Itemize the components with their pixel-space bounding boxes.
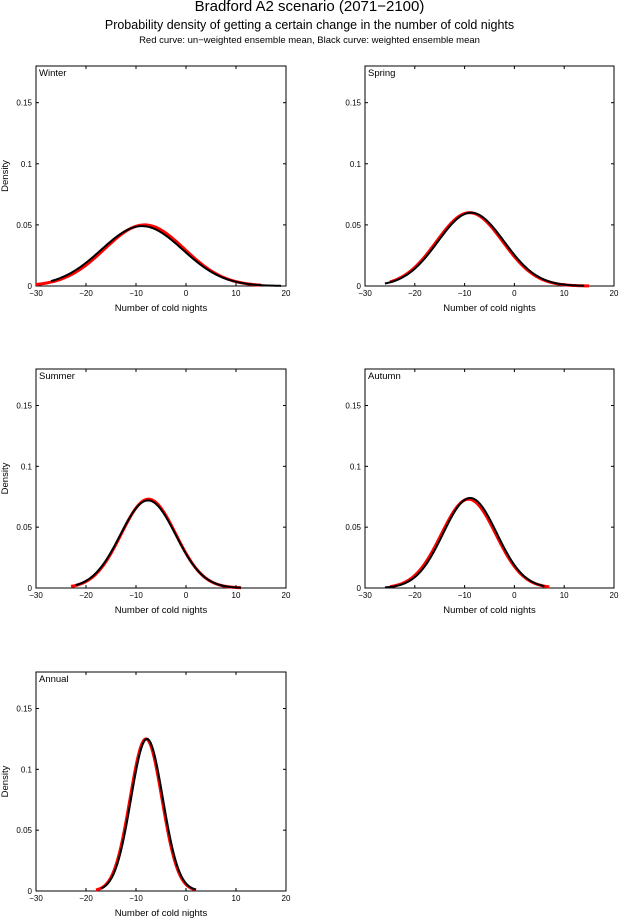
y-tick-label: 0 — [28, 282, 33, 291]
y-axis-label: Density — [0, 160, 11, 192]
y-tick-label: 0.15 — [16, 402, 32, 411]
x-tick-label: 0 — [184, 894, 189, 903]
y-axis-label: Density — [0, 462, 11, 494]
y-axis-label: Density — [0, 765, 11, 797]
unweighted-curve-annual — [95, 737, 197, 892]
x-tick-label: 20 — [610, 289, 619, 298]
x-tick-label: −30 — [29, 289, 43, 298]
x-tick-label: −10 — [129, 289, 143, 298]
panel-label-autumn: Autumn — [368, 371, 401, 382]
x-tick-label: 10 — [232, 591, 241, 600]
x-axis-label: Number of cold nights — [115, 303, 208, 314]
weighted-curve-spring — [384, 211, 585, 287]
unweighted-curve-summer — [70, 497, 242, 590]
unweighted-curve-winter — [35, 223, 262, 287]
x-tick-label: 10 — [560, 591, 569, 600]
y-tick-label: 0.05 — [16, 221, 32, 230]
weighted-curve-annual — [100, 737, 197, 891]
panel-label-winter: Winter — [39, 68, 66, 79]
x-axis-label: Number of cold nights — [443, 605, 536, 616]
x-tick-label: −20 — [79, 894, 93, 903]
x-tick-label: 0 — [512, 591, 517, 600]
y-tick-label: 0.05 — [16, 826, 32, 835]
panel-label-annual: Annual — [39, 674, 69, 685]
x-axis-label: Number of cold nights — [115, 908, 208, 919]
x-tick-label: 20 — [282, 289, 291, 298]
y-tick-label: 0.1 — [350, 462, 362, 471]
y-tick-label: 0.1 — [21, 462, 33, 471]
figure-title: Bradford A2 scenario (2071−2100) — [194, 0, 425, 15]
x-tick-label: −30 — [29, 591, 43, 600]
x-tick-label: −20 — [79, 289, 93, 298]
x-tick-label: −10 — [129, 894, 143, 903]
x-tick-label: 10 — [232, 289, 241, 298]
unweighted-curve-autumn — [389, 497, 550, 589]
y-tick-label: 0 — [28, 584, 33, 593]
y-tick-label: 0.1 — [21, 160, 33, 169]
figure-subtitle: Probability density of getting a certain… — [104, 18, 515, 32]
x-tick-label: −30 — [358, 289, 372, 298]
axes-frame — [35, 671, 287, 892]
weighted-curve-winter — [50, 225, 282, 287]
y-tick-label: 0 — [28, 887, 33, 896]
y-tick-label: 0.05 — [16, 523, 32, 532]
y-tick-label: 0.15 — [345, 99, 361, 108]
y-tick-label: 0.1 — [350, 160, 362, 169]
x-tick-label: 0 — [184, 289, 189, 298]
y-tick-label: 0.15 — [16, 705, 32, 714]
x-tick-label: −20 — [408, 289, 422, 298]
x-axis-label: Number of cold nights — [115, 605, 208, 616]
panel-label-summer: Summer — [39, 371, 75, 382]
x-tick-label: 0 — [512, 289, 517, 298]
x-tick-label: −30 — [29, 894, 43, 903]
y-tick-label: 0.15 — [16, 99, 32, 108]
axes-frame — [35, 368, 287, 589]
weighted-curve-summer — [75, 499, 242, 589]
weighted-curve-autumn — [384, 496, 545, 589]
curve-legend-note: Red curve: un−weighted ensemble mean, Bl… — [139, 35, 480, 46]
y-tick-label: 0 — [357, 282, 362, 291]
axes-frame — [364, 368, 615, 589]
x-tick-label: −20 — [408, 591, 422, 600]
x-tick-label: 10 — [232, 894, 241, 903]
x-tick-label: 20 — [610, 591, 619, 600]
y-tick-label: 0.05 — [345, 221, 361, 230]
y-tick-label: 0.05 — [345, 523, 361, 532]
x-tick-label: 20 — [282, 894, 291, 903]
x-tick-label: −10 — [458, 591, 472, 600]
x-tick-label: 20 — [282, 591, 291, 600]
y-tick-label: 0.15 — [345, 402, 361, 411]
x-tick-label: −30 — [358, 591, 372, 600]
x-tick-label: 0 — [184, 591, 189, 600]
x-tick-label: −10 — [458, 289, 472, 298]
x-axis-label: Number of cold nights — [443, 303, 536, 314]
axes-frame — [364, 65, 615, 287]
x-tick-label: −20 — [79, 591, 93, 600]
x-tick-label: −10 — [129, 591, 143, 600]
y-tick-label: 0 — [357, 584, 362, 593]
x-tick-label: 10 — [560, 289, 569, 298]
panel-label-spring: Spring — [368, 68, 395, 79]
axes-frame — [35, 65, 287, 287]
y-tick-label: 0.1 — [21, 765, 33, 774]
